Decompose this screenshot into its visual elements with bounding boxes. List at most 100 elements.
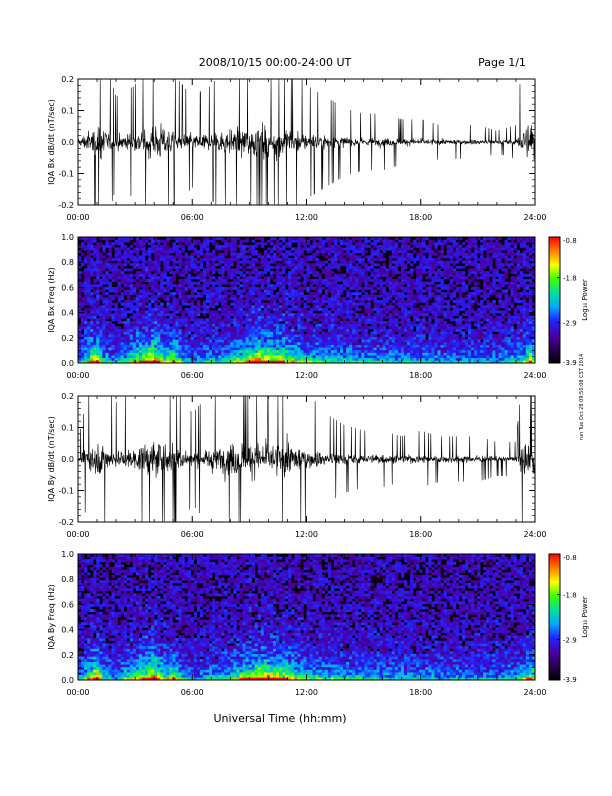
spectrogram-cell [441, 250, 444, 253]
spectrogram-cell [197, 242, 200, 245]
spectrogram-cell [313, 337, 316, 340]
spectrogram-cell [130, 274, 133, 277]
spectrogram-cell [307, 316, 310, 319]
spectrogram-cell [93, 329, 96, 332]
spectrogram-cell [313, 345, 316, 348]
x-tick-label: 06:00 [181, 213, 204, 222]
spectrogram-cell [307, 329, 310, 332]
spectrogram-cell [285, 318, 288, 321]
spectrogram-cell [416, 276, 419, 279]
spectrogram-cell [398, 350, 401, 353]
spectrogram-cell [395, 329, 398, 332]
spectrogram-cell [112, 339, 115, 342]
spectrogram-cell [307, 250, 310, 253]
spectrogram-cell [90, 313, 93, 316]
spectrogram-cell [243, 353, 246, 356]
spectrogram-cell [325, 350, 328, 353]
spectrogram-cell [434, 287, 437, 290]
spectrogram-cell [346, 345, 349, 348]
spectrogram-cell [407, 305, 410, 308]
spectrogram-cell [352, 279, 355, 282]
spectrogram-cell [185, 342, 188, 345]
spectrogram-cell [81, 324, 84, 327]
spectrogram-cell [319, 245, 322, 248]
spectrogram-cell [142, 329, 145, 332]
spectrogram-cell [93, 313, 96, 316]
spectrogram-cell [179, 284, 182, 287]
spectrogram-cell [182, 355, 185, 358]
spectrogram-cell [160, 258, 163, 261]
spectrogram-cell [303, 287, 306, 290]
spectrogram-cell [441, 347, 444, 350]
spectrogram-cell [349, 248, 352, 251]
spectrogram-cell [200, 305, 203, 308]
spectrogram-cell [346, 332, 349, 335]
spectrogram-cell [105, 329, 108, 332]
spectrogram-cell [322, 263, 325, 266]
spectrogram-cell [401, 279, 404, 282]
spectrogram-cell [96, 297, 99, 300]
spectrogram-cell [340, 290, 343, 293]
spectrogram-cell [81, 353, 84, 356]
spectrogram-cell [130, 279, 133, 282]
spectrogram-cell [84, 337, 87, 340]
spectrogram-cell [148, 313, 151, 316]
spectrogram-cell [206, 266, 209, 269]
spectrogram-cell [264, 261, 267, 264]
spectrogram-cell [230, 276, 233, 279]
spectrogram-cell [383, 240, 386, 243]
spectrogram-cell [160, 332, 163, 335]
spectrogram-cell [349, 292, 352, 295]
spectrogram-cell [337, 353, 340, 356]
spectrogram-cell [364, 245, 367, 248]
spectrogram-cell [224, 339, 227, 342]
spectrogram-cell [87, 329, 90, 332]
spectrogram-cell [218, 318, 221, 321]
spectrogram-cell [139, 324, 142, 327]
spectrogram-cell [285, 326, 288, 329]
spectrogram-cell [291, 316, 294, 319]
spectrogram-cell [438, 303, 441, 306]
spectrogram-cell [276, 269, 279, 272]
spectrogram-cell [221, 266, 224, 269]
spectrogram-cell [218, 297, 221, 300]
spectrogram-cell [380, 342, 383, 345]
spectrogram-cell [328, 240, 331, 243]
spectrogram-cell [276, 276, 279, 279]
spectrogram-cell [84, 308, 87, 311]
spectrogram-cell [282, 266, 285, 269]
spectrogram-cell [197, 324, 200, 327]
spectrogram-cell [249, 295, 252, 298]
spectrogram-cell [191, 339, 194, 342]
spectrogram-cell [364, 282, 367, 285]
spectrogram-cell [374, 358, 377, 361]
spectrogram-cell [258, 358, 261, 361]
spectrogram-cell [87, 303, 90, 306]
spectrogram-cell [355, 297, 358, 300]
spectrogram-cell [380, 258, 383, 261]
spectrogram-cell [230, 287, 233, 290]
spectrogram-cell [441, 358, 444, 361]
spectrogram-cell [322, 245, 325, 248]
spectrogram-cell [148, 250, 151, 253]
spectrogram-cell [151, 324, 154, 327]
spectrogram-cell [294, 271, 297, 274]
spectrogram-cell [179, 263, 182, 266]
spectrogram-cell [175, 245, 178, 248]
spectrogram-cell [425, 271, 428, 274]
spectrogram-cell [200, 358, 203, 361]
spectrogram-cell [310, 332, 313, 335]
spectrogram-cell [148, 242, 151, 245]
spectrogram-cell [157, 358, 160, 361]
spectrogram-cell [121, 242, 124, 245]
spectrogram-cell [127, 269, 130, 272]
spectrogram-cell [346, 269, 349, 272]
spectrogram-cell [358, 350, 361, 353]
spectrogram-cell [267, 324, 270, 327]
spectrogram-cell [145, 284, 148, 287]
spectrogram-cell [148, 342, 151, 345]
spectrogram-cell [99, 324, 102, 327]
spectrogram-cell [84, 276, 87, 279]
spectrogram-cell [194, 258, 197, 261]
spectrogram-cell [166, 305, 169, 308]
